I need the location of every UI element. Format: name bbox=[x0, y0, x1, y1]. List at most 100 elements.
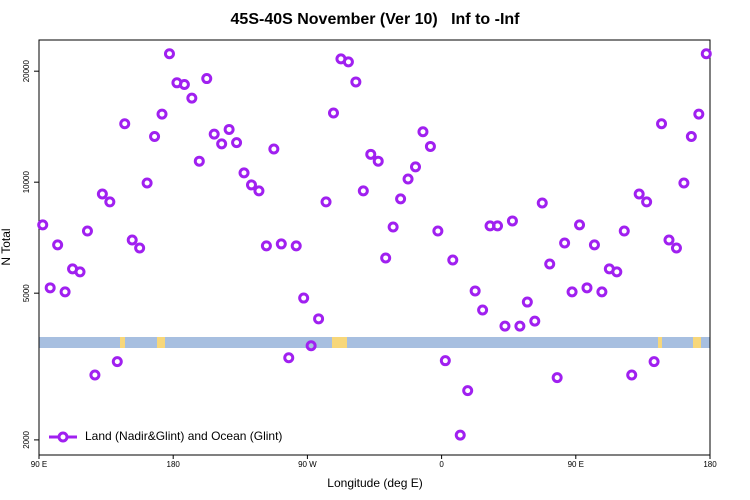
point bbox=[656, 118, 668, 130]
point bbox=[268, 143, 280, 155]
point bbox=[156, 108, 168, 120]
point bbox=[499, 320, 511, 332]
point bbox=[149, 131, 161, 143]
point bbox=[372, 155, 384, 167]
point bbox=[566, 286, 578, 298]
point bbox=[514, 320, 526, 332]
point bbox=[275, 238, 287, 250]
point bbox=[96, 188, 108, 200]
point bbox=[283, 352, 295, 364]
point bbox=[327, 107, 339, 119]
point bbox=[506, 215, 518, 227]
point bbox=[529, 315, 541, 327]
point bbox=[492, 220, 504, 232]
point bbox=[186, 92, 198, 104]
point bbox=[89, 369, 101, 381]
point bbox=[119, 118, 131, 130]
point bbox=[424, 140, 436, 152]
point bbox=[178, 79, 190, 91]
point bbox=[559, 237, 571, 249]
point bbox=[260, 240, 272, 252]
point bbox=[626, 369, 638, 381]
chart-title: 45S-40S November (Ver 10) Inf to -Inf bbox=[231, 11, 521, 28]
point bbox=[253, 185, 265, 197]
point bbox=[596, 286, 608, 298]
point bbox=[201, 73, 213, 85]
x-axis-label: Longitude (deg E) bbox=[327, 476, 422, 490]
point bbox=[81, 225, 93, 237]
band-patch bbox=[120, 337, 125, 348]
point bbox=[216, 138, 228, 150]
band-strip bbox=[39, 337, 710, 348]
band bbox=[39, 337, 710, 348]
point bbox=[521, 296, 533, 308]
point bbox=[74, 266, 86, 278]
x-tick-label: 90 W bbox=[298, 460, 317, 469]
point bbox=[469, 285, 481, 297]
legend-marker bbox=[57, 431, 69, 443]
point bbox=[670, 242, 682, 254]
point bbox=[320, 196, 332, 208]
x-tick-label: 90 E bbox=[568, 460, 584, 469]
point bbox=[350, 76, 362, 88]
point bbox=[387, 221, 399, 233]
point bbox=[245, 179, 257, 191]
point bbox=[417, 126, 429, 138]
point bbox=[477, 304, 489, 316]
point bbox=[357, 185, 369, 197]
point bbox=[611, 266, 623, 278]
point bbox=[663, 234, 675, 246]
point bbox=[618, 225, 630, 237]
y-tick-label: 5000 bbox=[22, 284, 31, 302]
point bbox=[693, 108, 705, 120]
point bbox=[342, 56, 354, 68]
band-patch bbox=[332, 337, 347, 348]
point bbox=[365, 148, 377, 160]
point bbox=[700, 48, 712, 60]
point bbox=[111, 356, 123, 368]
point bbox=[52, 239, 64, 251]
point bbox=[574, 219, 586, 231]
x-tick-label: 180 bbox=[703, 460, 717, 469]
x-tick-label: 0 bbox=[439, 460, 444, 469]
y-axis-label: N Total bbox=[0, 228, 13, 265]
legend-label: Land (Nadir&Glint) and Ocean (Glint) bbox=[85, 429, 282, 443]
point bbox=[223, 123, 235, 135]
point bbox=[231, 137, 243, 149]
point bbox=[104, 196, 116, 208]
point bbox=[59, 286, 71, 298]
point bbox=[208, 128, 220, 140]
point bbox=[454, 429, 466, 441]
point bbox=[193, 155, 205, 167]
band-patch bbox=[157, 337, 165, 348]
point bbox=[141, 177, 153, 189]
point bbox=[126, 234, 138, 246]
point bbox=[163, 48, 175, 60]
y-tick-label: 10000 bbox=[22, 171, 31, 194]
point bbox=[380, 252, 392, 264]
point bbox=[678, 177, 690, 189]
point bbox=[588, 239, 600, 251]
point bbox=[432, 225, 444, 237]
band-patch bbox=[693, 337, 701, 348]
point bbox=[395, 193, 407, 205]
point bbox=[298, 292, 310, 304]
point bbox=[402, 173, 414, 185]
x-tick-label: 180 bbox=[167, 460, 181, 469]
y-tick-label: 20000 bbox=[22, 60, 31, 83]
point bbox=[462, 385, 474, 397]
point bbox=[685, 131, 697, 143]
point bbox=[551, 372, 563, 384]
point bbox=[238, 167, 250, 179]
point bbox=[641, 196, 653, 208]
point bbox=[313, 313, 325, 325]
plot-frame bbox=[38, 39, 711, 456]
point bbox=[305, 340, 317, 352]
point bbox=[581, 282, 593, 294]
point bbox=[290, 240, 302, 252]
point bbox=[447, 254, 459, 266]
point bbox=[544, 258, 556, 270]
point bbox=[648, 356, 660, 368]
